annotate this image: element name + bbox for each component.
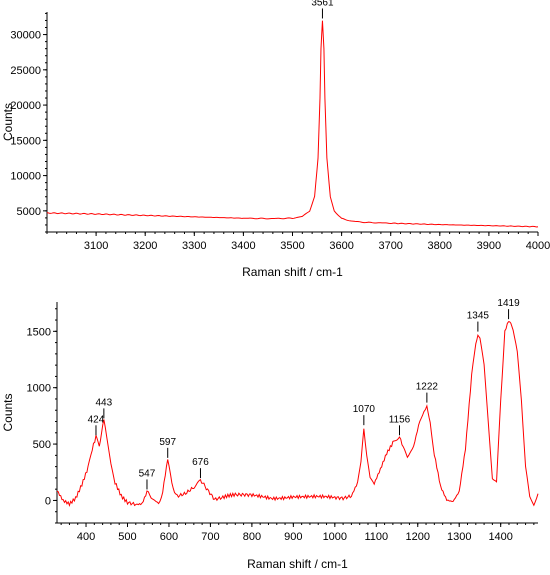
x-axis-label: Raman shift / cm-1 xyxy=(242,265,343,279)
x-tick-label: 1300 xyxy=(447,531,471,543)
peak-label: 676 xyxy=(192,457,209,468)
x-tick-label: 500 xyxy=(118,531,136,543)
x-tick-label: 800 xyxy=(243,531,261,543)
peak-label: 1070 xyxy=(353,404,376,415)
y-tick-label: 5000 xyxy=(17,206,41,218)
peak-label: 3561 xyxy=(311,0,334,8)
x-tick-label: 1100 xyxy=(364,531,388,543)
peak-label: 1156 xyxy=(389,414,411,425)
x-tick-label: 1000 xyxy=(323,531,347,543)
peak-label: 547 xyxy=(139,468,156,479)
x-axis-label: Raman shift / cm-1 xyxy=(247,557,348,571)
y-axis-label: Counts xyxy=(1,393,15,431)
y-tick-label: 20000 xyxy=(10,100,41,112)
x-tick-label: 3500 xyxy=(280,240,304,252)
x-tick-label: 3600 xyxy=(329,240,353,252)
x-tick-label: 3200 xyxy=(133,240,157,252)
y-tick-label: 500 xyxy=(33,439,51,451)
x-tick-label: 3900 xyxy=(477,240,501,252)
y-tick-label: 1000 xyxy=(27,383,51,395)
peak-label: 1345 xyxy=(467,311,490,322)
peak-label: 1222 xyxy=(416,382,439,393)
x-tick-label: 1200 xyxy=(406,531,430,543)
peak-label: 1419 xyxy=(497,298,520,309)
x-tick-label: 3100 xyxy=(84,240,108,252)
x-tick-label: 4000 xyxy=(526,240,550,252)
chart-panel-top: 5000 10000 15000 20000 25000 30000 3100 3200 330… xyxy=(1,0,550,279)
y-tick-label: 25000 xyxy=(10,65,41,77)
x-tick-label: 600 xyxy=(160,531,178,543)
spectrum-line xyxy=(56,321,539,508)
x-tick-label: 700 xyxy=(201,531,219,543)
x-tick-label: 900 xyxy=(284,531,302,543)
y-tick-label: 1500 xyxy=(27,326,51,338)
y-tick-label: 0 xyxy=(45,495,51,507)
chart-panel-bottom: 0 500 1000 1500 400 500 600 700 800 900 1000 1100 12… xyxy=(1,298,539,571)
y-tick-label: 10000 xyxy=(10,171,41,183)
peak-label: 597 xyxy=(159,437,176,448)
y-tick-label: 15000 xyxy=(10,135,41,147)
y-axis-label: Counts xyxy=(1,103,15,141)
x-tick-label: 3800 xyxy=(428,240,452,252)
x-tick-label: 3400 xyxy=(231,240,255,252)
peak-label: 443 xyxy=(96,397,113,408)
peak-label: 424 xyxy=(88,414,105,425)
x-tick-label: 1400 xyxy=(488,531,512,543)
spectrum-line xyxy=(46,20,539,228)
x-tick-label: 400 xyxy=(77,531,95,543)
x-tick-label: 3700 xyxy=(378,240,402,252)
y-tick-label: 30000 xyxy=(10,30,41,42)
x-tick-label: 3300 xyxy=(182,240,206,252)
